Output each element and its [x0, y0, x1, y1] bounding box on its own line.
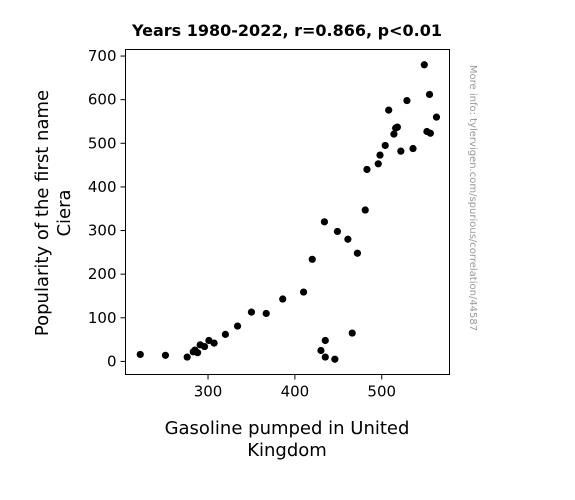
x-axis-label-line-2: Kingdom — [247, 440, 327, 461]
y-axis-ticks: 0 100 200 300 400 500 600 700 — [88, 47, 126, 370]
data-point — [425, 90, 434, 99]
data-point — [390, 130, 398, 138]
y-tick-label: 600 — [88, 91, 117, 109]
y-tick-label: 400 — [88, 178, 117, 196]
y-tick-label: 700 — [88, 47, 117, 65]
x-tick-label: 500 — [367, 383, 396, 401]
y-axis-label-line-1: Popularity of the first name — [32, 90, 53, 336]
data-points — [136, 61, 441, 363]
chart-title: Years 1980-2022, r=0.866, p<0.01 — [131, 21, 442, 40]
data-point — [331, 355, 339, 363]
data-point — [376, 151, 384, 159]
data-point — [374, 160, 382, 168]
data-point — [321, 336, 329, 345]
data-point — [308, 255, 316, 263]
data-point — [221, 330, 229, 338]
y-tick-label: 0 — [107, 352, 117, 370]
data-point — [403, 96, 411, 105]
data-point — [420, 61, 428, 69]
data-point — [136, 350, 144, 359]
plot-frame — [125, 49, 450, 375]
data-point — [279, 295, 287, 303]
data-point — [361, 206, 369, 214]
data-point — [247, 308, 256, 316]
y-axis-label-line-2: Ciera — [54, 189, 75, 236]
side-note: More info: tylervigen.com/spurious/corre… — [467, 65, 478, 331]
data-point — [210, 339, 218, 347]
y-tick-label: 100 — [88, 309, 117, 327]
data-point — [409, 144, 417, 153]
data-point — [200, 342, 209, 351]
y-tick-label: 200 — [88, 265, 117, 283]
data-point — [333, 227, 342, 236]
side-note-text: More info: tylervigen.com/spurious/corre… — [467, 65, 478, 331]
data-point — [381, 141, 389, 150]
data-point — [432, 113, 441, 121]
data-point — [233, 322, 242, 330]
data-point — [320, 218, 329, 226]
y-axis-label: Popularity of the first name Ciera — [32, 90, 75, 336]
x-tick-label: 400 — [281, 383, 310, 401]
data-point — [385, 106, 393, 114]
data-point — [426, 129, 434, 137]
data-point — [363, 165, 371, 174]
data-point — [183, 353, 191, 361]
data-point — [317, 346, 325, 355]
x-tick-label: 300 — [194, 383, 223, 401]
y-tick-label: 300 — [88, 222, 117, 240]
data-point — [353, 249, 362, 257]
data-point — [397, 147, 405, 155]
data-point — [193, 349, 202, 357]
y-tick-label: 500 — [88, 134, 117, 152]
data-point — [393, 123, 401, 131]
data-point — [348, 329, 356, 337]
data-point — [262, 309, 270, 318]
data-point — [161, 351, 170, 359]
x-axis-label-line-1: Gasoline pumped in United — [165, 418, 410, 439]
x-axis-ticks: 300 400 500 — [194, 374, 396, 401]
data-point — [299, 288, 308, 296]
data-point — [321, 353, 329, 361]
data-point — [344, 235, 352, 243]
